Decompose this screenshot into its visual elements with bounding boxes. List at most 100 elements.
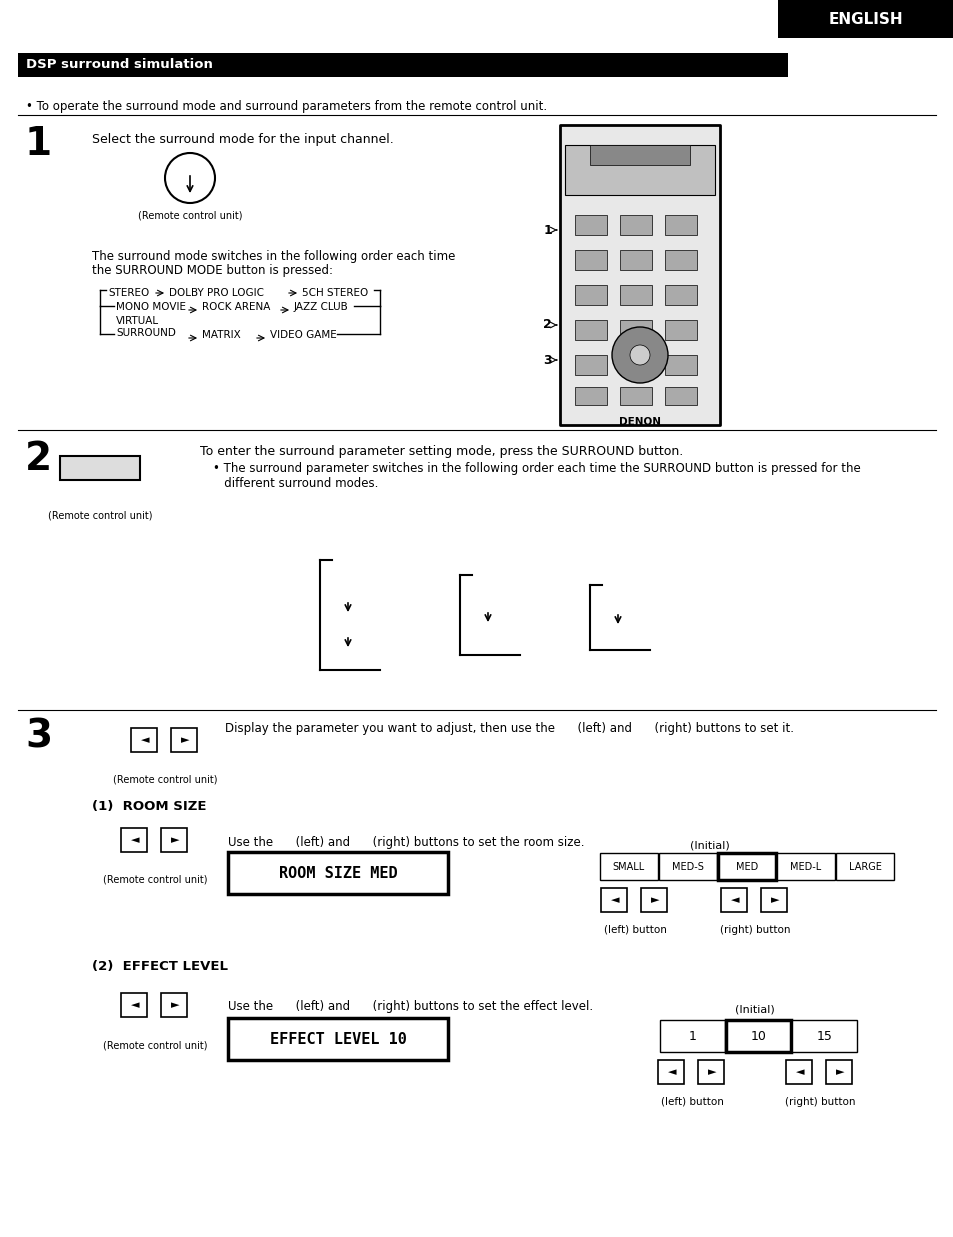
Text: ENGLISH: ENGLISH: [828, 11, 902, 26]
Text: VIRTUAL: VIRTUAL: [116, 315, 159, 327]
Bar: [228, 1018, 448, 1060]
Bar: [564, 145, 714, 195]
Bar: [664, 320, 697, 340]
Text: MED: MED: [735, 861, 758, 872]
Text: MED-S: MED-S: [671, 861, 703, 872]
Text: • To operate the surround mode and surround parameters from the remote control u: • To operate the surround mode and surro…: [26, 100, 547, 113]
Bar: [575, 355, 606, 375]
Text: 1: 1: [688, 1029, 696, 1043]
Bar: [698, 1060, 723, 1084]
Text: ►: ►: [171, 999, 179, 1009]
Text: (Initial): (Initial): [689, 840, 729, 850]
Bar: [619, 250, 651, 270]
Text: LARGE: LARGE: [847, 861, 881, 872]
Text: EFFECT LEVEL 10: EFFECT LEVEL 10: [270, 1032, 406, 1047]
Bar: [720, 888, 746, 912]
Text: ◄: ◄: [795, 1068, 803, 1077]
Text: 2: 2: [25, 440, 52, 477]
Text: 1: 1: [542, 224, 552, 236]
Text: To enter the surround parameter setting mode, press the SURROUND button.: To enter the surround parameter setting …: [200, 445, 682, 458]
Bar: [664, 355, 697, 375]
Bar: [161, 993, 187, 1017]
Text: (2)  EFFECT LEVEL: (2) EFFECT LEVEL: [91, 960, 228, 974]
Text: 15: 15: [816, 1029, 832, 1043]
Bar: [664, 285, 697, 306]
Text: ◄: ◄: [131, 999, 139, 1009]
Bar: [121, 828, 147, 852]
Circle shape: [629, 345, 649, 365]
Text: Select the surround mode for the input channel.: Select the surround mode for the input c…: [91, 134, 394, 146]
Bar: [785, 1060, 811, 1084]
Text: 2: 2: [542, 318, 552, 332]
Text: The surround mode switches in the following order each time: The surround mode switches in the follow…: [91, 250, 455, 263]
Text: ►: ►: [180, 735, 189, 745]
Text: ►: ►: [171, 835, 179, 845]
Text: VIDEO GAME: VIDEO GAME: [270, 330, 336, 340]
Bar: [228, 852, 448, 894]
Text: DENON: DENON: [618, 417, 660, 427]
Bar: [575, 215, 606, 235]
Text: SMALL: SMALL: [612, 861, 644, 872]
Text: Use the      (left) and      (right) buttons to set the room size.: Use the (left) and (right) buttons to se…: [228, 836, 584, 849]
Text: ►: ►: [835, 1068, 843, 1077]
Bar: [575, 320, 606, 340]
Text: ◄: ◄: [131, 835, 139, 845]
Bar: [575, 250, 606, 270]
Text: ◄: ◄: [141, 735, 149, 745]
Bar: [776, 854, 834, 880]
Text: • The surround parameter switches in the following order each time the SURROUND : • The surround parameter switches in the…: [213, 461, 860, 490]
Bar: [619, 320, 651, 340]
Bar: [600, 888, 626, 912]
Bar: [760, 888, 786, 912]
Bar: [599, 854, 658, 880]
Text: ◄: ◄: [667, 1068, 676, 1077]
Text: (right) button: (right) button: [784, 1097, 854, 1107]
Text: 3: 3: [543, 354, 552, 366]
Text: (Remote control unit): (Remote control unit): [103, 875, 207, 884]
Text: STEREO: STEREO: [108, 288, 149, 298]
Text: (Remote control unit): (Remote control unit): [137, 210, 242, 220]
Bar: [640, 888, 666, 912]
Text: Use the      (left) and      (right) buttons to set the effect level.: Use the (left) and (right) buttons to se…: [228, 999, 593, 1013]
Bar: [778, 0, 953, 38]
Bar: [725, 1021, 790, 1051]
Bar: [171, 729, 196, 752]
Text: Display the parameter you want to adjust, then use the      (left) and      (rig: Display the parameter you want to adjust…: [225, 722, 793, 735]
Text: ROOM SIZE MED: ROOM SIZE MED: [278, 866, 396, 881]
Circle shape: [612, 327, 667, 383]
Bar: [131, 729, 157, 752]
Text: ◄: ◄: [610, 896, 618, 905]
Bar: [664, 215, 697, 235]
Text: (Remote control unit): (Remote control unit): [112, 776, 217, 785]
Text: (left) button: (left) button: [659, 1097, 722, 1107]
Text: ►: ►: [707, 1068, 716, 1077]
Text: (Initial): (Initial): [735, 1004, 774, 1016]
Bar: [619, 355, 651, 375]
Text: 5CH STEREO: 5CH STEREO: [302, 288, 368, 298]
Bar: [161, 828, 187, 852]
Text: DSP surround simulation: DSP surround simulation: [26, 58, 213, 72]
Text: (right) button: (right) button: [719, 925, 789, 935]
Text: JAZZ CLUB: JAZZ CLUB: [294, 302, 349, 312]
Text: SURROUND: SURROUND: [116, 328, 175, 338]
Bar: [619, 387, 651, 404]
Text: ►: ►: [770, 896, 779, 905]
Text: ►: ►: [650, 896, 659, 905]
Bar: [619, 285, 651, 306]
Bar: [121, 993, 147, 1017]
Text: (left) button: (left) button: [603, 925, 666, 935]
Bar: [664, 250, 697, 270]
Bar: [18, 53, 787, 77]
Bar: [659, 1021, 724, 1051]
Bar: [658, 1060, 683, 1084]
Bar: [60, 456, 140, 480]
Bar: [659, 854, 717, 880]
Text: 10: 10: [750, 1029, 765, 1043]
Text: (1)  ROOM SIZE: (1) ROOM SIZE: [91, 800, 206, 813]
Bar: [589, 145, 689, 165]
Text: ROCK ARENA: ROCK ARENA: [202, 302, 270, 312]
Text: MED-L: MED-L: [789, 861, 821, 872]
Bar: [619, 215, 651, 235]
Bar: [825, 1060, 851, 1084]
Bar: [575, 285, 606, 306]
